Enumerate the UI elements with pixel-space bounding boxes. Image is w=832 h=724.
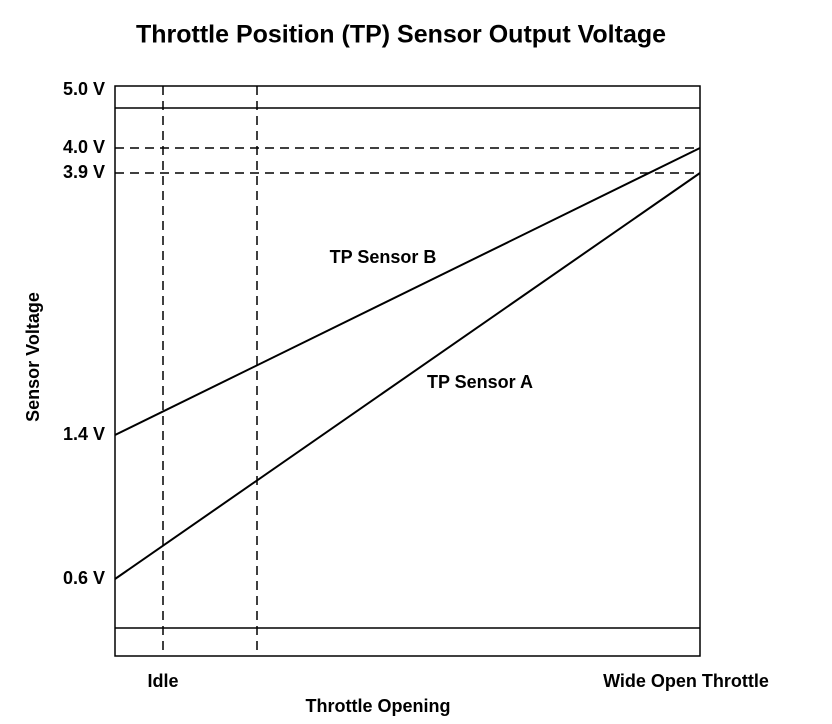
series-line [114,172,701,580]
y-tick-label: 1.4 V [63,424,105,444]
x-tick-label: Idle [147,671,178,691]
x-tick-label: Wide Open Throttle [603,671,769,691]
chart-title: Throttle Position (TP) Sensor Output Vol… [136,21,666,49]
y-tick-label: 0.6 V [63,568,105,588]
y-tick-label: 4.0 V [63,137,105,157]
x-axis-label: Throttle Opening [306,696,451,716]
y-tick-label: 5.0 V [63,79,105,99]
y-tick-label: 3.9 V [63,162,105,182]
y-axis-label: Sensor Voltage [23,292,43,422]
plot-frame [114,85,701,657]
series-label: TP Sensor A [427,372,533,392]
series-label: TP Sensor B [330,247,437,267]
series-line [114,147,701,436]
